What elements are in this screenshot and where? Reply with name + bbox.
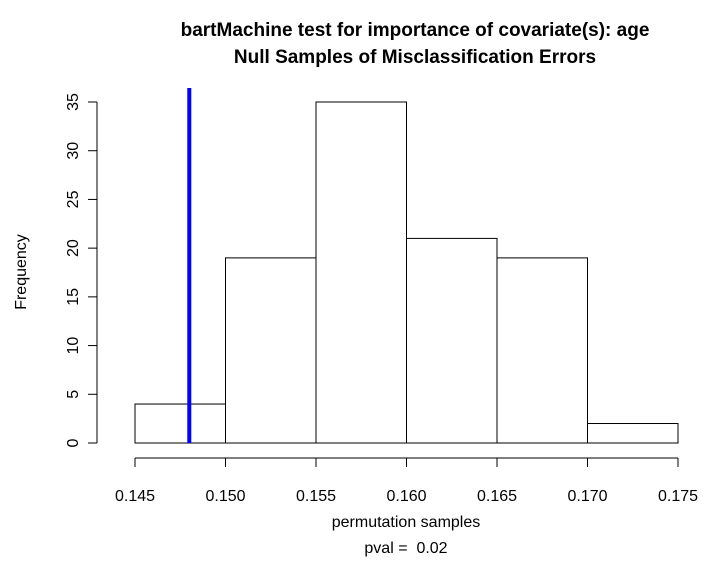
x-tick-label: 0.155 [296, 488, 336, 505]
y-tick-label: 15 [65, 288, 82, 306]
bar [315, 101, 407, 444]
y-tick-label: 0 [65, 438, 82, 447]
y-axis-label: Frequency [13, 234, 30, 310]
y-tick-label: 5 [65, 390, 82, 399]
chart-title: bartMachine test for importance of covar… [181, 20, 650, 41]
note: pval = 0.02 [364, 540, 447, 557]
y-tick-label: 35 [65, 93, 82, 111]
bar [225, 257, 317, 444]
bar [496, 257, 588, 444]
x-tick-label: 0.165 [477, 488, 517, 505]
x-axis-label: permutation samples [332, 514, 481, 531]
bar [587, 423, 679, 444]
x-tick-label: 0.160 [386, 488, 426, 505]
x-tick-label: 0.170 [567, 488, 607, 505]
x-tick-label: 0.150 [205, 488, 245, 505]
chart-title: Null Samples of Misclassification Errors [234, 47, 596, 68]
x-tick-label: 0.145 [115, 488, 155, 505]
y-tick-label: 20 [65, 239, 82, 257]
y-tick-label: 10 [65, 337, 82, 355]
bar [406, 237, 498, 444]
x-tick-label: 0.175 [658, 488, 698, 505]
y-tick-label: 30 [65, 142, 82, 160]
y-tick-label: 25 [65, 190, 82, 208]
bar [134, 403, 226, 444]
